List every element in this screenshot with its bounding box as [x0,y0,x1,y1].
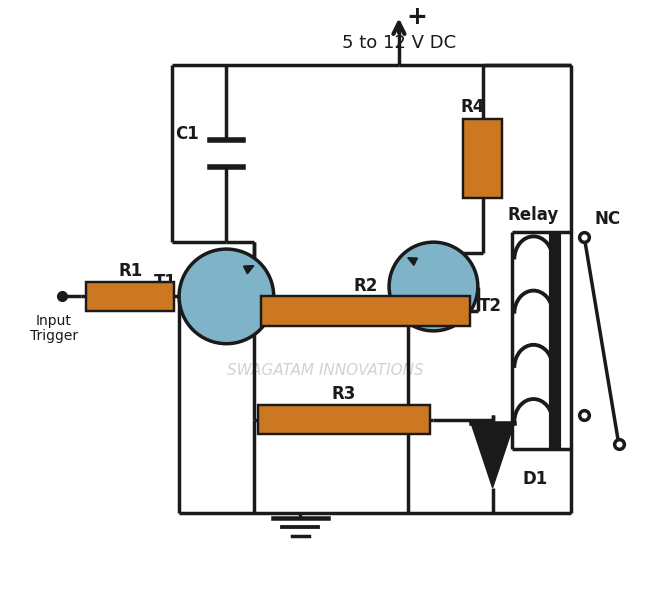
FancyBboxPatch shape [258,405,430,434]
Text: Trigger: Trigger [30,329,78,343]
Circle shape [179,249,274,344]
Text: T1: T1 [154,273,177,291]
FancyBboxPatch shape [463,119,502,198]
Text: NC: NC [594,211,620,228]
Text: R2: R2 [354,277,378,294]
Text: +: + [407,5,428,30]
Text: Relay: Relay [508,205,559,224]
Text: D1: D1 [522,470,547,488]
Polygon shape [471,422,514,488]
Text: Input: Input [36,314,72,328]
Polygon shape [244,266,254,274]
Circle shape [389,242,478,331]
Polygon shape [408,258,417,266]
Text: R3: R3 [332,385,356,403]
FancyBboxPatch shape [261,296,471,326]
Text: R1: R1 [118,262,142,280]
Text: R4: R4 [461,99,485,116]
Text: SWAGATAM INNOVATIONS: SWAGATAM INNOVATIONS [227,363,423,378]
Text: C1: C1 [175,124,199,143]
FancyBboxPatch shape [86,281,174,311]
Text: T2: T2 [479,297,502,315]
Text: 5 to 12 V DC: 5 to 12 V DC [342,34,456,52]
